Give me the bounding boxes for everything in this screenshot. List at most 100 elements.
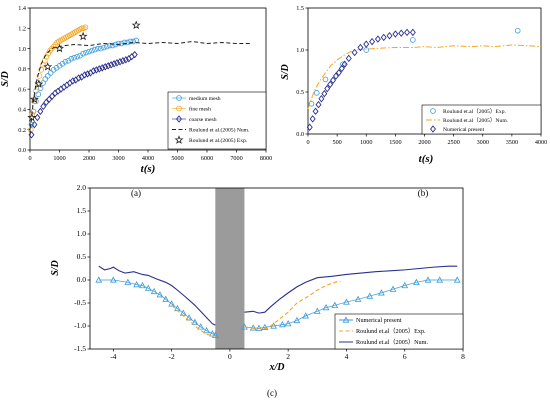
data-point: [49, 92, 56, 100]
data-point: [318, 94, 325, 103]
y-tick-label: 0.4: [18, 107, 26, 114]
y-tick-label: 0.8: [18, 66, 26, 73]
x-tick-label: 2500: [447, 139, 459, 146]
data-point: [144, 284, 152, 291]
legend-label: Roulund et.al（2005）Exp.: [443, 108, 507, 115]
data-point: [354, 295, 362, 302]
y-tick-label: 1.0: [77, 229, 87, 238]
data-point: [37, 107, 44, 116]
data-point: [69, 77, 76, 85]
data-point: [98, 45, 104, 52]
y-tick-label: 1.0: [296, 47, 304, 54]
data-point: [95, 276, 103, 283]
data-point: [115, 40, 122, 47]
y-tick-label: 0.0: [77, 275, 87, 284]
data-point: [150, 287, 158, 295]
data-point: [34, 79, 44, 88]
data-point: [131, 20, 141, 30]
x-tick-label: 5000: [171, 155, 183, 162]
data-point: [168, 300, 175, 307]
x-tick-label: 2000: [83, 155, 95, 162]
data-point: [124, 39, 131, 46]
data-point: [309, 115, 316, 123]
data-point: [424, 276, 432, 283]
data-point: [410, 37, 416, 43]
data-point: [43, 98, 50, 107]
data-point: [133, 280, 140, 288]
data-point: [90, 67, 97, 75]
data-point: [338, 64, 345, 73]
data-point: [278, 320, 286, 328]
data-point: [293, 316, 301, 324]
data-point: [71, 54, 78, 61]
data-point: [197, 323, 205, 330]
data-point: [366, 292, 374, 299]
data-point: [409, 28, 416, 37]
data-point: [127, 38, 134, 45]
data-point: [99, 64, 106, 72]
x-tick-label: 8000: [260, 155, 272, 162]
legend-label: medium mesh: [189, 96, 221, 102]
data-point: [413, 278, 420, 285]
series-2: [28, 24, 89, 133]
legend-label: Roulund et.al（2005）Exp.: [356, 328, 426, 335]
data-point: [378, 289, 385, 296]
data-point: [31, 120, 38, 129]
legend-box: [334, 313, 464, 350]
data-point: [34, 113, 41, 122]
data-point: [436, 276, 444, 283]
legend-marker: [342, 316, 350, 323]
data-point: [255, 324, 263, 331]
x-tick-label: -2: [168, 352, 174, 361]
series-1: [308, 27, 521, 107]
data-point: [96, 65, 103, 73]
data-point: [131, 50, 138, 59]
legend: medium mesh fine mesh coarse mesh Roulund e…: [167, 91, 267, 150]
data-point: [36, 73, 43, 79]
data-point: [380, 33, 387, 42]
data-point: [322, 303, 330, 311]
data-point: [43, 62, 53, 71]
data-point: [313, 90, 320, 96]
data-point: [392, 30, 399, 38]
data-point: [45, 50, 52, 57]
data-point: [106, 42, 113, 49]
data-point: [46, 95, 53, 104]
data-point: [81, 71, 88, 79]
plot-frame: [89, 187, 464, 350]
data-point: [74, 53, 80, 60]
data-point: [86, 48, 92, 55]
data-point: [93, 66, 100, 74]
y-axis-label: S/D: [0, 71, 11, 87]
data-point: [38, 67, 45, 73]
data-point: [453, 276, 461, 283]
series-line: [307, 44, 542, 109]
y-tick-label: 1.4: [18, 5, 26, 12]
data-point: [306, 123, 313, 132]
data-point: [75, 74, 82, 82]
data-point: [389, 285, 397, 292]
series-line: [171, 304, 216, 337]
data-point: [33, 88, 39, 94]
data-point: [79, 25, 85, 32]
legend-label: Roulund et.al（2005）Num.: [356, 339, 428, 346]
data-point: [156, 291, 164, 298]
x-tick-label: 3500: [506, 139, 518, 146]
data-point: [315, 100, 322, 109]
data-point: [116, 58, 123, 66]
data-point: [162, 295, 170, 302]
data-point: [324, 84, 331, 93]
y-tick-label: 1.5: [296, 5, 304, 12]
data-point: [211, 331, 219, 338]
data-point: [111, 60, 118, 68]
data-point: [261, 323, 269, 330]
data-point: [43, 53, 50, 60]
data-point: [122, 56, 129, 64]
data-point: [374, 35, 381, 43]
series-line: [98, 265, 216, 326]
data-point: [44, 73, 51, 79]
legend-label: Numerical present: [443, 127, 485, 133]
data-point: [103, 43, 110, 50]
data-point: [83, 49, 89, 56]
data-point: [341, 60, 348, 69]
